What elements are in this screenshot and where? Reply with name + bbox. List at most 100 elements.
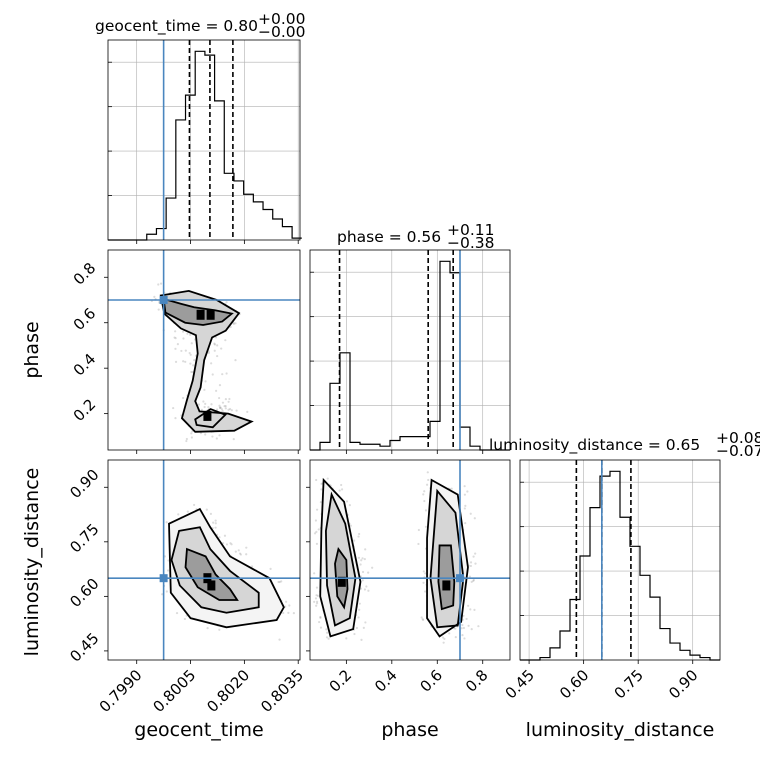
sample-point (349, 524, 352, 527)
y-tick-label: 0.8 (70, 259, 100, 289)
sample-point (472, 579, 475, 582)
title-phase-text: phase = 0.56 (337, 228, 441, 246)
sample-point (367, 571, 370, 574)
sample-point (461, 634, 464, 637)
sample-point (232, 438, 235, 441)
sample-point (315, 542, 319, 545)
sample-point (177, 513, 180, 516)
sample-point (228, 407, 232, 411)
sample-point (191, 430, 194, 433)
sample-point (315, 508, 319, 511)
sample-point (463, 507, 466, 510)
y-tick-label: 0.4 (70, 350, 100, 380)
sample-point (224, 339, 227, 342)
sample-point (364, 621, 367, 624)
sample-point (209, 512, 213, 515)
sample-point (467, 624, 470, 627)
sample-point (423, 499, 426, 503)
sample-point (454, 627, 457, 630)
sample-point (320, 482, 323, 485)
sample-point (325, 631, 329, 634)
sample-point (176, 342, 179, 346)
sample-point (424, 590, 427, 593)
sample-point (159, 282, 163, 285)
sample-point (422, 570, 425, 573)
sample-point (464, 504, 467, 507)
panel-frame (107, 39, 301, 241)
sample-point (220, 408, 224, 411)
sample-point (357, 556, 361, 559)
sample-point (221, 373, 224, 376)
sample-point (219, 406, 222, 409)
sample-point (221, 410, 224, 413)
x-tick-label: 0.8005 (150, 666, 200, 716)
sample-point (360, 638, 363, 641)
sample-point (462, 614, 465, 617)
sample-point (287, 611, 290, 614)
sample-point (218, 396, 221, 400)
panel-frame (107, 249, 301, 451)
sample-point (174, 337, 177, 340)
sample-point (227, 408, 230, 411)
sample-point (204, 433, 207, 436)
y-tick-label: 0.90 (66, 466, 102, 502)
y-axis-label-phase: phase (21, 321, 43, 378)
title-luminosity-distance-text: luminosity_distance = 0.65 (489, 436, 700, 455)
sample-point (191, 371, 194, 374)
sample-point (214, 522, 217, 525)
panel-geocent-time-vs-geocent-time (107, 39, 302, 244)
sample-point (420, 616, 423, 619)
sample-point (214, 526, 217, 529)
sample-point (234, 322, 237, 325)
sample-point (207, 351, 210, 354)
sample-point (215, 389, 218, 392)
sample-point (292, 612, 295, 615)
sample-point (205, 508, 208, 511)
sample-point (427, 478, 430, 482)
sample-point (423, 490, 426, 493)
sample-point (358, 602, 361, 605)
sample-point (224, 407, 227, 410)
sample-point (193, 503, 196, 507)
y-tick-label: 0.6 (70, 304, 100, 334)
sample-point (246, 410, 249, 413)
panel-luminosity-distance-vs-luminosity-distance: 0.45 0.60 0.75 0.90 (502, 459, 721, 702)
x-tick-label: 0.2 (326, 666, 356, 696)
panel-frame (519, 459, 721, 661)
sample-point (463, 493, 466, 496)
sample-point (228, 397, 231, 401)
sample-point (469, 564, 472, 568)
sample-point (288, 604, 291, 607)
density-fill (438, 545, 455, 610)
sample-point (474, 562, 477, 565)
x-tick-label: 0.90 (665, 666, 701, 702)
contour-level-1 (170, 526, 260, 614)
title-geocent-time-text: geocent_time = 0.80 (95, 17, 258, 36)
sample-point (189, 362, 192, 365)
sample-point (214, 519, 217, 522)
sample-point (357, 535, 360, 538)
sample-point (184, 349, 187, 352)
sample-point (442, 641, 445, 644)
y-tick-label: 0.2 (70, 395, 100, 425)
sample-point (213, 349, 216, 352)
sample-point (362, 626, 365, 629)
sample-point (235, 409, 238, 412)
sample-point (466, 490, 469, 493)
density-peak (203, 410, 212, 421)
sample-point (441, 636, 445, 639)
sample-point (239, 553, 242, 556)
panel-frame (107, 459, 301, 661)
sample-point (424, 525, 428, 528)
sample-point (238, 552, 242, 555)
sample-point (180, 349, 183, 353)
sample-point (216, 408, 219, 411)
x-tick-label: 0.7990 (96, 666, 146, 716)
sample-point (340, 483, 343, 487)
sample-point (358, 532, 361, 536)
sample-point (215, 437, 218, 440)
sample-point (206, 627, 209, 630)
sample-point (319, 501, 323, 504)
sample-point (315, 586, 319, 589)
x-tick-label: 0.8 (462, 666, 492, 696)
